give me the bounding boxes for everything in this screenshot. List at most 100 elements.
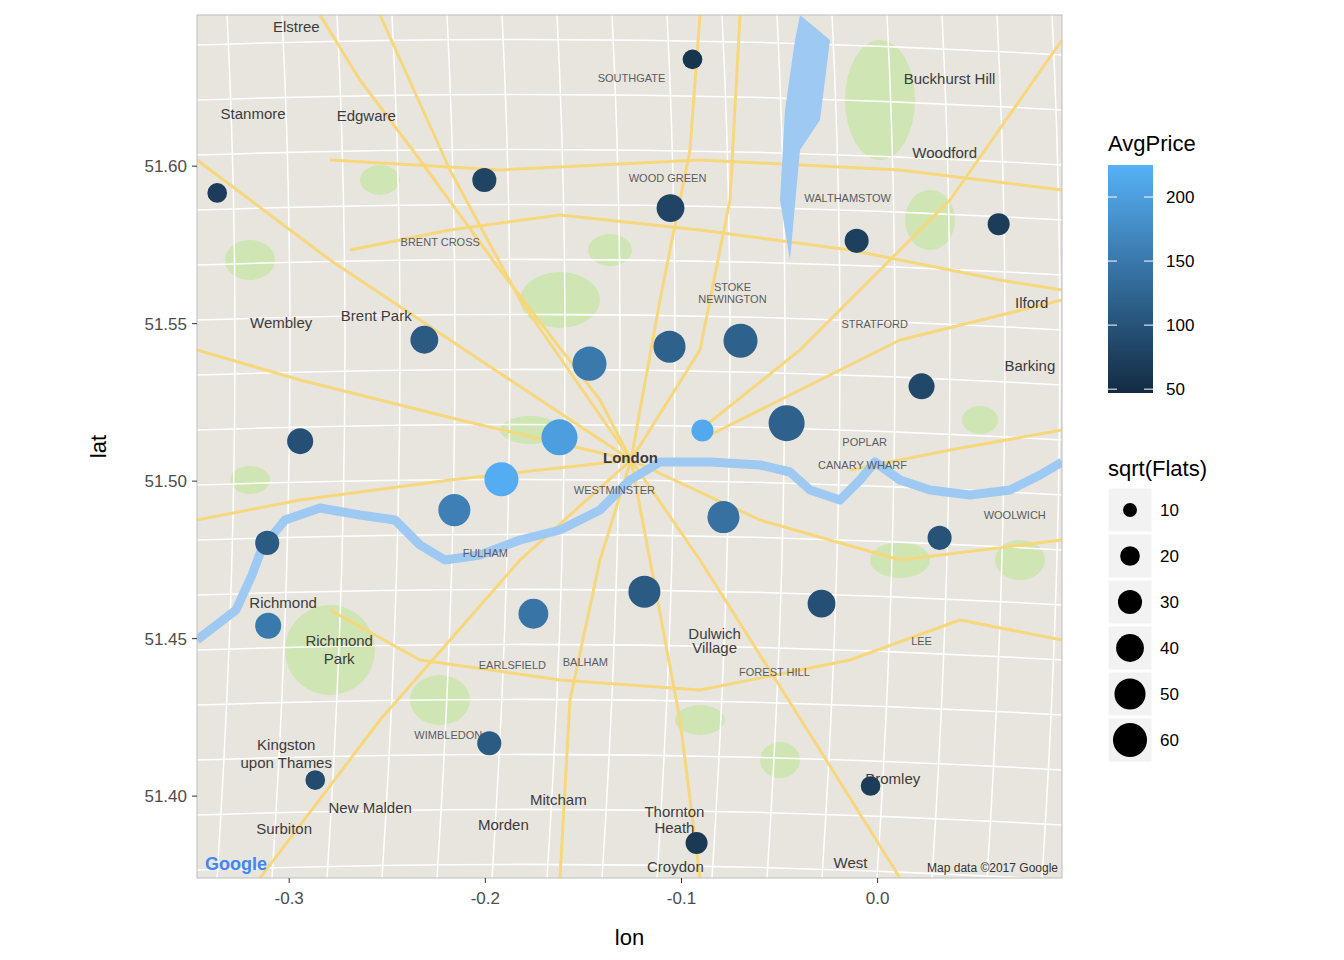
map-label: NEWINGTON: [698, 293, 766, 305]
colorbar-tick: [1144, 325, 1153, 326]
map-label: Morden: [478, 816, 529, 833]
legend-key: [1108, 534, 1152, 578]
major-road: [631, 460, 900, 878]
park: [360, 165, 400, 195]
bubble: [572, 347, 606, 381]
river: [197, 462, 1062, 640]
bubble: [438, 494, 470, 526]
y-tick: [192, 481, 197, 482]
reservoir: [780, 15, 830, 260]
legend-label: 50: [1160, 685, 1179, 704]
bubble: [845, 229, 869, 253]
y-axis-label: lat: [86, 435, 111, 458]
major-road: [631, 460, 1062, 560]
major-road: [700, 300, 1062, 440]
legend-label: 20: [1160, 547, 1179, 566]
map-label: Ilford: [1015, 294, 1048, 311]
map-label: Richmond: [305, 632, 373, 649]
map-label: Village: [692, 639, 737, 656]
minor-road: [197, 314, 1062, 330]
x-axis-label: lon: [615, 925, 644, 950]
map-label: London: [603, 449, 658, 466]
legend-bubble: [1113, 723, 1147, 757]
map-background: [197, 15, 1062, 878]
minor-road: [1042, 15, 1060, 878]
map-label: Woodford: [912, 144, 977, 161]
legend-label: 40: [1160, 639, 1179, 658]
bubble: [472, 168, 496, 192]
bubble: [928, 526, 952, 550]
x-tick-label: -0.2: [471, 889, 500, 908]
major-road: [700, 40, 1062, 430]
y-tick-label: 51.50: [144, 472, 187, 491]
legend-label: 30: [1160, 593, 1179, 612]
map-label: New Malden: [329, 799, 412, 816]
map-label: WALTHAMSTOW: [804, 192, 891, 204]
minor-road: [197, 94, 1062, 110]
minor-road: [767, 15, 785, 878]
colorbar-label: 200: [1166, 188, 1194, 207]
minor-road: [657, 15, 675, 878]
background: [0, 0, 1344, 960]
major-road: [330, 160, 1062, 190]
chart: -0.3 -0.2 -0.1 0.0 51.40 51.45 51.50 51.55 51.60…: [0, 0, 1344, 960]
map-label: FULHAM: [463, 547, 508, 559]
map-label: WOOD GREEN: [629, 172, 707, 184]
legend-title: sqrt(Flats): [1108, 456, 1207, 481]
map-land: [197, 15, 1062, 878]
legend-bubble: [1120, 546, 1140, 566]
major-road: [197, 350, 631, 460]
x-tick-label: -0.3: [275, 889, 304, 908]
map-label: Croydon: [647, 858, 704, 875]
minor-road: [382, 15, 400, 878]
y-tick: [192, 166, 197, 167]
y-tick-label: 51.45: [144, 630, 187, 649]
map-label: Buckhurst Hill: [904, 70, 996, 87]
legend-key: [1108, 488, 1152, 532]
minor-road: [197, 699, 1062, 715]
map-label: BRENT CROSS: [401, 236, 480, 248]
major-road: [380, 15, 631, 460]
park: [285, 605, 375, 695]
map-label: upon Thames: [241, 754, 332, 771]
y-tick-label: 51.40: [144, 787, 187, 806]
map-label: Thornton: [644, 803, 704, 820]
plot-frame: [197, 15, 1062, 878]
park: [760, 742, 800, 778]
legend-bubble: [1114, 678, 1145, 709]
bubble: [683, 50, 703, 70]
map-label: Heath: [654, 819, 694, 836]
park: [588, 234, 632, 266]
bubble: [686, 832, 708, 854]
x-tick-label: 0.0: [866, 889, 890, 908]
map-label: Mitcham: [530, 791, 587, 808]
map-label: STOKE: [714, 281, 751, 293]
map-label: West: [834, 854, 869, 871]
legend-key: [1108, 626, 1152, 670]
x-tick: [681, 878, 682, 883]
y-tick: [192, 323, 197, 324]
colorbar-tick: [1108, 261, 1117, 262]
minor-road: [217, 15, 235, 878]
legend-key: [1108, 580, 1152, 624]
legend-key: [1108, 718, 1152, 762]
legend-bubble: [1118, 590, 1142, 614]
colorbar-tick: [1108, 325, 1117, 326]
bubble: [541, 419, 577, 455]
y-tick-label: 51.60: [144, 157, 187, 176]
park: [962, 406, 998, 434]
x-tick: [289, 878, 290, 883]
legend-label: 60: [1160, 731, 1179, 750]
x-tick: [877, 878, 878, 883]
bubble: [723, 324, 757, 358]
bubble: [808, 590, 836, 618]
map-label: Kingston: [257, 736, 315, 753]
map-attribution: Map data ©2017 Google: [927, 861, 1058, 875]
x-tick-label: -0.1: [667, 889, 696, 908]
bubble: [707, 501, 739, 533]
y-tick-label: 51.55: [144, 315, 187, 334]
minor-road: [327, 15, 345, 878]
minor-road: [197, 424, 1062, 440]
color-legend: AvgPrice50100150200: [1108, 131, 1196, 399]
map-label: Wembley: [250, 314, 313, 331]
